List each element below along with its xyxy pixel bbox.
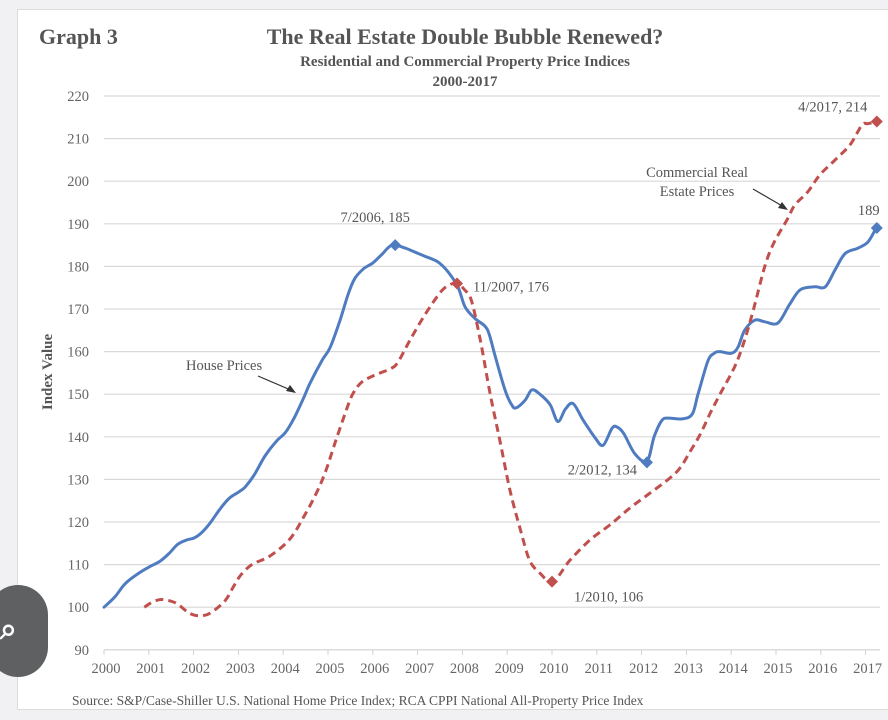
y-tick-label: 110 [68, 558, 89, 574]
x-tick-label: 2005 [316, 661, 345, 677]
data-point-marker [389, 239, 402, 252]
data-point-label: 11/2007, 176 [473, 279, 549, 295]
data-point-marker [870, 222, 883, 235]
x-tick-label: 2004 [271, 661, 301, 677]
x-tick-label: 2017 [853, 661, 882, 677]
lens-icon: ⌕ [0, 612, 17, 647]
y-axis-ticks: 90 100 110 120 130 140 150 160 170 180 190 200 210 22… [67, 89, 89, 659]
y-tick-label: 180 [67, 259, 89, 275]
x-tick-label: 2016 [808, 661, 837, 677]
x-tick-label: 2013 [674, 661, 703, 677]
gridlines [104, 95, 880, 651]
chart-card [17, 9, 888, 710]
x-axis-ticks: 2000 2001 2002 2003 2004 2005 2006 2007 2008 2009… [92, 649, 882, 677]
y-tick-label: 120 [67, 515, 89, 531]
chart-subtitle-years: 2000-2017 [433, 74, 498, 90]
source-note: Source: S&P/Case-Shiller U.S. National H… [72, 693, 644, 708]
y-tick-label: 170 [67, 302, 89, 318]
data-point-marker [451, 277, 464, 290]
y-tick-label: 160 [67, 345, 89, 361]
x-tick-label: 2008 [450, 661, 479, 677]
data-point-label: 1/2010, 106 [574, 590, 643, 606]
y-tick-label: 190 [67, 217, 89, 233]
y-tick-label: 130 [67, 472, 89, 488]
data-point-marker [870, 115, 883, 128]
chart-subtitle: Residential and Commercial Property Pric… [300, 54, 630, 70]
data-point-label: 2/2012, 134 [568, 462, 638, 478]
x-tick-label: 2011 [585, 661, 613, 677]
x-tick-label: 2001 [136, 661, 165, 677]
commercial-annotation-line2: Estate Prices [660, 184, 735, 200]
markers-group: 7/2006, 185 2/2012, 134 189 11/2007, 176 1/2… [341, 100, 883, 606]
commercial-prices-line [143, 120, 879, 618]
x-tick-label: 2002 [181, 661, 210, 677]
y-tick-label: 210 [67, 132, 89, 148]
x-tick-label: 2000 [92, 661, 121, 677]
graph-label: Graph 3 [39, 24, 118, 49]
house-prices-arrow-head [286, 385, 296, 393]
x-tick-label: 2009 [495, 661, 524, 677]
y-tick-label: 140 [67, 430, 89, 446]
data-point-marker [546, 575, 558, 588]
data-point-label: 189 [858, 203, 880, 219]
data-point-marker [640, 456, 653, 469]
y-tick-label: 220 [67, 89, 89, 105]
x-tick-label: 2015 [764, 661, 793, 677]
series-group [102, 120, 879, 618]
x-tick-label: 2006 [360, 661, 389, 677]
commercial-arrow-head [778, 202, 788, 210]
x-tick-label: 2003 [226, 661, 255, 677]
house-prices-arrow-line [257, 375, 294, 392]
y-tick-label: 100 [67, 600, 89, 616]
lens-search-button[interactable]: ⌕ [0, 585, 48, 677]
x-tick-label: 2007 [405, 661, 434, 677]
x-tick-label: 2014 [719, 661, 749, 677]
y-tick-label: 200 [67, 174, 89, 190]
x-tick-label: 2012 [629, 661, 658, 677]
data-point-label: 7/2006, 185 [341, 210, 410, 226]
commercial-annotation-line1: Commercial Real [646, 165, 748, 181]
y-axis-label: Index Value [40, 334, 56, 411]
x-tick-label: 2010 [540, 661, 569, 677]
y-tick-label: 90 [75, 643, 90, 659]
data-point-label: 4/2017, 214 [798, 100, 868, 116]
chart-title: The Real Estate Double Bubble Renewed? [267, 24, 664, 49]
house-prices-line [102, 228, 877, 609]
house-prices-annotation: House Prices [186, 358, 262, 374]
commercial-arrow-line [752, 188, 785, 208]
y-tick-label: 150 [67, 387, 89, 403]
